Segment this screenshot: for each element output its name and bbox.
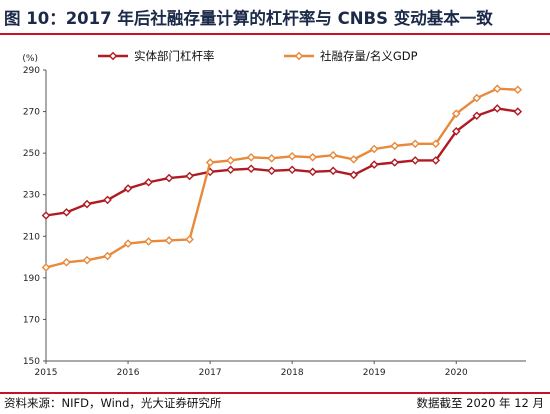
chart-legend: 实体部门杠杆率 社融存量/名义GDP [98, 49, 418, 63]
date-note: 数据截至 2020 年 12 月 [416, 396, 544, 410]
x-tick-label: 2015 [35, 368, 58, 378]
data-point [123, 239, 133, 248]
data-point [62, 257, 71, 267]
data-point [390, 141, 400, 151]
data-point [410, 139, 420, 149]
y-tick-label: 190 [23, 274, 40, 284]
data-point [41, 211, 51, 220]
series-line-1 [45, 107, 518, 217]
data-point [369, 160, 379, 169]
legend-label: 实体部门杠杆率 [134, 49, 215, 63]
y-tick-label: 290 [23, 66, 40, 76]
data-point [451, 109, 461, 118]
data-point [205, 158, 215, 167]
data-point [144, 177, 153, 187]
data-point [185, 235, 194, 244]
data-point [164, 236, 174, 245]
footer-rule [0, 392, 550, 394]
data-point [451, 127, 461, 136]
data-point [267, 166, 276, 176]
data-point [513, 107, 523, 116]
data-point [164, 173, 174, 183]
data-point [103, 251, 112, 261]
y-tick-label: 170 [23, 315, 40, 325]
data-point [328, 166, 338, 176]
title-rule [0, 33, 550, 35]
y-tick-label: 230 [23, 191, 40, 201]
x-tick-label: 2017 [199, 368, 222, 378]
data-point [246, 153, 256, 162]
x-tick-label: 2018 [281, 368, 304, 378]
legend-swatch-marker [294, 51, 304, 61]
y-tick-label: 210 [23, 232, 40, 242]
data-point [41, 263, 51, 272]
data-point [349, 155, 358, 164]
y-tick-label: 150 [23, 357, 40, 367]
data-point [103, 195, 112, 205]
data-point [513, 85, 523, 95]
x-tick-label: 2019 [363, 368, 386, 378]
data-point [287, 151, 297, 161]
data-point [185, 171, 194, 181]
data-point [410, 156, 420, 165]
data-point [328, 150, 338, 160]
x-tick-label: 2020 [445, 368, 468, 378]
data-point [62, 208, 71, 217]
y-axis-unit: (%) [22, 54, 38, 64]
data-point [431, 156, 441, 165]
data-point [349, 170, 358, 180]
data-point [287, 165, 297, 175]
chart-axes: 150 170 190 210 230 250 270 290 (%) 2015 2016 2017 2… [22, 54, 526, 378]
data-point [82, 199, 92, 209]
legend-swatch-marker [108, 51, 118, 61]
y-tick-label: 270 [23, 108, 40, 118]
series-line-2 [45, 87, 518, 269]
data-point [267, 154, 276, 163]
legend-label: 社融存量/名义GDP [320, 49, 418, 63]
data-point [472, 93, 482, 103]
data-point [390, 158, 400, 167]
data-point [144, 237, 153, 246]
chart-series [41, 84, 523, 272]
data-point [492, 104, 502, 113]
data-point [308, 153, 317, 162]
y-tick-label: 250 [23, 149, 40, 159]
x-tick-label: 2016 [117, 368, 140, 378]
data-point [431, 139, 441, 149]
data-point [308, 167, 317, 177]
data-point [246, 164, 256, 174]
source-note: 资料来源：NIFD，Wind，光大证券研究所 [4, 396, 222, 410]
data-point [492, 84, 502, 93]
data-point [226, 165, 235, 175]
data-point [369, 144, 379, 154]
chart-title: 图 10：2017 年后社融存量计算的杠杆率与 CNBS 变动基本一致 [4, 9, 493, 28]
data-point [226, 156, 235, 165]
data-point [123, 184, 133, 193]
data-point [82, 255, 92, 265]
data-point [472, 111, 482, 121]
